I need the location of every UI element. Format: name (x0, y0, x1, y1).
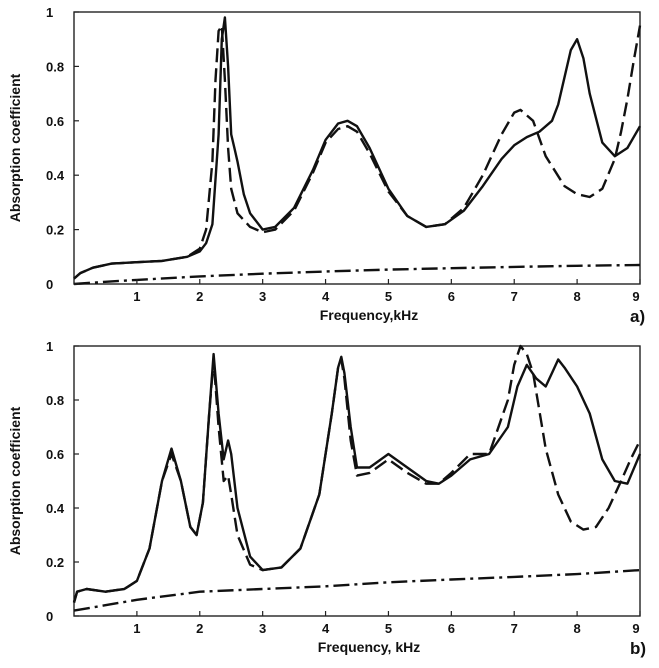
x-tick-label: 4 (322, 289, 330, 304)
panel-label: a) (630, 307, 645, 326)
plot-frame (73, 11, 641, 285)
series-layer (73, 16, 642, 286)
x-tick-label: 6 (448, 289, 455, 304)
y-tick-label: 0.6 (46, 114, 64, 129)
y-tick-label: 1 (46, 339, 53, 354)
x-tick-label: 3 (259, 621, 266, 636)
y-axis-label: Absorption coefficient (7, 73, 23, 222)
y-tick-label: 0.2 (46, 555, 64, 570)
x-tick-label: 1 (133, 621, 140, 636)
x-tick-label: 9 (632, 621, 639, 636)
y-tick-label: 0 (46, 277, 53, 292)
x-tick-label: 4 (322, 621, 330, 636)
series-line-dash-dot (73, 263, 641, 286)
x-axis-label: Frequency,kHz (320, 307, 419, 323)
series-line-dashed (73, 24, 642, 280)
y-tick-label: 1 (46, 5, 53, 20)
x-axis-label: Frequency, kHz (318, 639, 420, 655)
x-tick-label: 9 (632, 289, 639, 304)
y-tick-label: 0.4 (46, 168, 65, 183)
chart-panel-b: 1 2 3 4 5 6 7 8 9 0 0.2 0.4 0.6 0.8 1 Frequency, kHz A… (7, 339, 646, 658)
y-tick-label: 0.8 (46, 59, 64, 74)
y-tick-label: 0.2 (46, 223, 64, 238)
x-tick-label: 3 (259, 289, 266, 304)
y-tick-label: 0.6 (46, 447, 64, 462)
x-tick-label: 6 (448, 621, 455, 636)
y-tick-label: 0.4 (46, 501, 65, 516)
series-line-dashed (72, 344, 642, 603)
x-tick-label: 5 (385, 289, 392, 304)
x-tick-label: 2 (196, 289, 203, 304)
y-tick-label: 0 (46, 609, 53, 624)
x-tick-label: 8 (573, 289, 580, 304)
series-line-solid (73, 16, 642, 280)
y-axis-label: Absorption coefficient (7, 406, 23, 555)
y-tick-label: 0.8 (46, 393, 64, 408)
tick-layer: 1 2 3 4 5 6 7 8 9 0 0.2 0.4 0.6 0.8 1 (46, 5, 641, 304)
series-line-solid (72, 352, 642, 603)
series-line-dash-dot (73, 568, 641, 612)
x-tick-label: 7 (511, 289, 518, 304)
x-tick-label: 7 (511, 621, 518, 636)
chart-panel-a: 1 2 3 4 5 6 7 8 9 0 0.2 0.4 0.6 0.8 1 Frequency,kHz Ab… (7, 5, 645, 326)
x-tick-label: 8 (573, 621, 580, 636)
series-layer (72, 344, 642, 612)
x-tick-label: 2 (196, 621, 203, 636)
tick-layer: 1 2 3 4 5 6 7 8 9 0 0.2 0.4 0.6 0.8 1 (46, 339, 641, 636)
panel-label: b) (630, 639, 646, 658)
x-tick-label: 5 (385, 621, 392, 636)
x-tick-label: 1 (133, 289, 140, 304)
plot-frame (73, 345, 641, 617)
